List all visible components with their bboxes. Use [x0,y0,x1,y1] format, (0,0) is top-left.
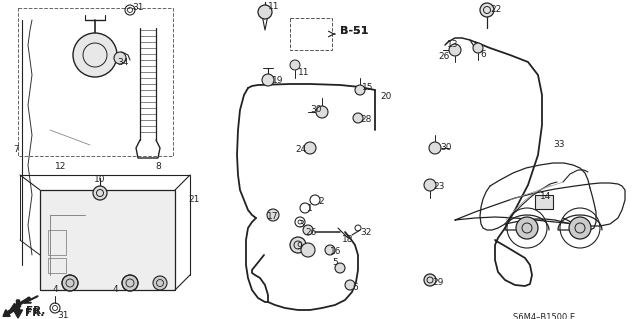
Circle shape [473,43,483,53]
Circle shape [73,33,117,77]
Circle shape [303,225,313,235]
Circle shape [262,74,274,86]
Circle shape [345,280,355,290]
Text: 17: 17 [267,212,278,221]
Circle shape [114,52,126,64]
Text: 11: 11 [268,2,280,11]
FancyArrow shape [13,300,22,318]
FancyArrow shape [11,297,31,309]
Text: 22: 22 [490,5,501,14]
Text: 1: 1 [307,204,313,213]
Bar [18,8,173,156]
Text: 33: 33 [553,140,564,149]
Text: 21: 21 [188,195,200,204]
Text: 19: 19 [272,76,284,85]
Text: 2: 2 [318,197,324,206]
Bar [48,258,66,273]
Text: 28: 28 [360,115,371,124]
Text: 30: 30 [310,105,321,114]
Text: 24: 24 [295,145,307,154]
Text: 32: 32 [360,228,371,237]
Text: 9: 9 [296,242,301,251]
Circle shape [424,179,436,191]
Text: 3: 3 [298,220,304,229]
Text: B-51: B-51 [340,26,369,36]
Circle shape [62,275,78,291]
Bar [290,18,332,50]
Text: 31: 31 [57,311,68,319]
Text: 4: 4 [53,285,59,294]
Text: B-51: B-51 [340,26,369,36]
Circle shape [316,106,328,118]
Text: FR.: FR. [26,306,45,316]
Text: 11: 11 [298,68,310,77]
Circle shape [424,274,436,286]
Text: 26: 26 [305,228,316,237]
Circle shape [569,217,591,239]
Circle shape [325,245,335,255]
Circle shape [290,60,300,70]
Text: 8: 8 [155,162,161,171]
Text: FR.: FR. [25,308,44,318]
Text: 14: 14 [540,192,552,201]
Text: 26: 26 [438,52,449,61]
Text: 5: 5 [332,258,338,267]
Circle shape [353,113,363,123]
Circle shape [153,276,167,290]
Bar [40,190,175,290]
Circle shape [93,186,107,200]
Text: 18: 18 [342,235,353,244]
Text: 23: 23 [433,182,444,191]
Text: 6: 6 [352,283,358,292]
Circle shape [355,85,365,95]
Bar [535,195,553,209]
Circle shape [304,142,316,154]
Circle shape [449,44,461,56]
Circle shape [335,263,345,273]
Circle shape [258,5,272,19]
Circle shape [267,209,279,221]
Text: 30: 30 [440,143,451,152]
Circle shape [122,275,138,291]
Text: 4: 4 [113,285,118,294]
Text: 13: 13 [447,40,458,49]
Text: 6: 6 [480,50,486,59]
Text: 7: 7 [13,145,19,154]
Circle shape [301,243,315,257]
Text: 34: 34 [117,58,129,67]
Text: S6M4–B1500 E: S6M4–B1500 E [513,313,575,319]
Text: 31: 31 [132,4,143,12]
Text: 10: 10 [94,175,106,184]
Text: 16: 16 [330,247,342,256]
Circle shape [429,142,441,154]
Bar [48,230,66,255]
Text: 29: 29 [432,278,444,287]
Text: 12: 12 [55,162,67,171]
Text: 20: 20 [380,92,392,101]
FancyArrow shape [3,304,21,316]
Text: 15: 15 [362,83,374,92]
Circle shape [516,217,538,239]
Circle shape [290,237,306,253]
Circle shape [480,3,494,17]
